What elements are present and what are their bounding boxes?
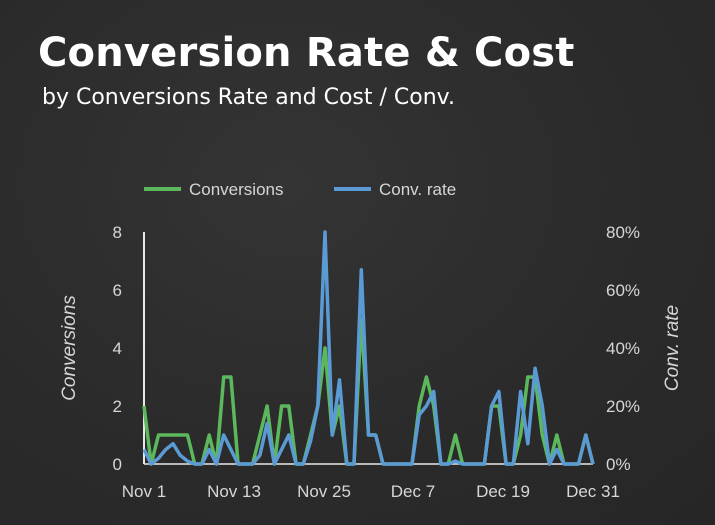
conversions-series-line — [142, 317, 595, 466]
x-tick-label: Nov 25 — [297, 482, 351, 501]
conv-rate-series-line — [142, 230, 595, 466]
legend-conversions-label: Conversions — [189, 180, 284, 199]
y-right-tick-label: 80% — [606, 223, 640, 242]
y-right-tick-label: 20% — [606, 397, 640, 416]
y-left-tick-label: 0 — [113, 455, 122, 474]
chart-title: Conversion Rate & Cost — [38, 30, 575, 76]
x-tick-label: Dec 19 — [476, 482, 530, 501]
chart-subtitle: by Conversions Rate and Cost / Conv. — [42, 85, 455, 110]
x-ticks: Nov 1 Nov 13 Nov 25 Dec 7 Dec 19 Dec 31 — [122, 482, 620, 501]
y-right-tick-label: 0% — [606, 455, 631, 474]
y-left-tick-label: 4 — [113, 339, 122, 358]
y-right-tick-label: 60% — [606, 281, 640, 300]
y-right-axis-title: Conv. rate — [662, 305, 683, 391]
y-right-ticks: 0% 20% 40% 60% 80% — [606, 223, 640, 474]
legend: Conversions Conv. rate — [144, 180, 456, 199]
x-tick-label: Dec 31 — [566, 482, 620, 501]
legend-conv-rate-label: Conv. rate — [379, 180, 456, 199]
y-left-axis-title: Conversions — [59, 295, 80, 401]
y-left-tick-label: 2 — [113, 397, 122, 416]
x-tick-label: Nov 13 — [207, 482, 261, 501]
y-right-tick-label: 40% — [606, 339, 640, 358]
y-left-tick-label: 6 — [113, 281, 122, 300]
y-left-tick-label: 8 — [113, 223, 122, 242]
x-tick-label: Dec 7 — [391, 482, 435, 501]
x-tick-label: Nov 1 — [122, 482, 166, 501]
y-left-ticks: 0 2 4 6 8 — [113, 223, 122, 474]
